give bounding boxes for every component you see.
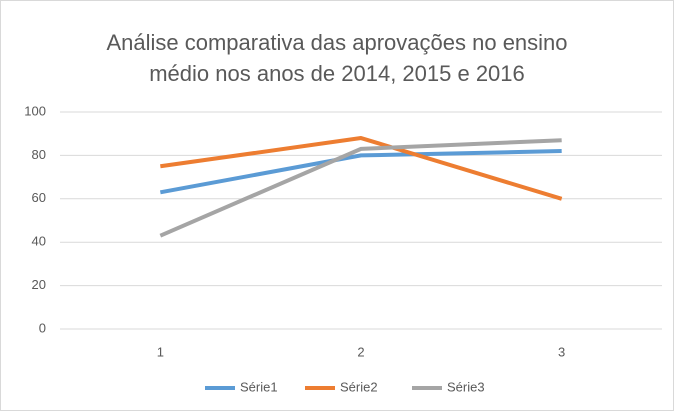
legend-label: Série3	[447, 379, 485, 394]
y-tick-label: 40	[32, 234, 46, 249]
y-tick-label: 20	[32, 277, 46, 292]
legend-label: Série1	[240, 379, 278, 394]
series-line	[159, 149, 562, 195]
y-tick-label: 0	[39, 320, 46, 335]
series-line	[160, 136, 563, 201]
y-tick-label: 80	[32, 147, 46, 162]
x-tick-label: 3	[558, 344, 565, 359]
series-line	[159, 138, 562, 238]
x-tick-label: 1	[157, 344, 164, 359]
x-tick-label: 2	[357, 344, 364, 359]
chart-title: Análise comparativa das aprovações no en…	[106, 30, 568, 86]
legend-label: Série2	[340, 379, 378, 394]
y-tick-label: 100	[24, 103, 46, 118]
y-tick-label: 60	[32, 190, 46, 205]
